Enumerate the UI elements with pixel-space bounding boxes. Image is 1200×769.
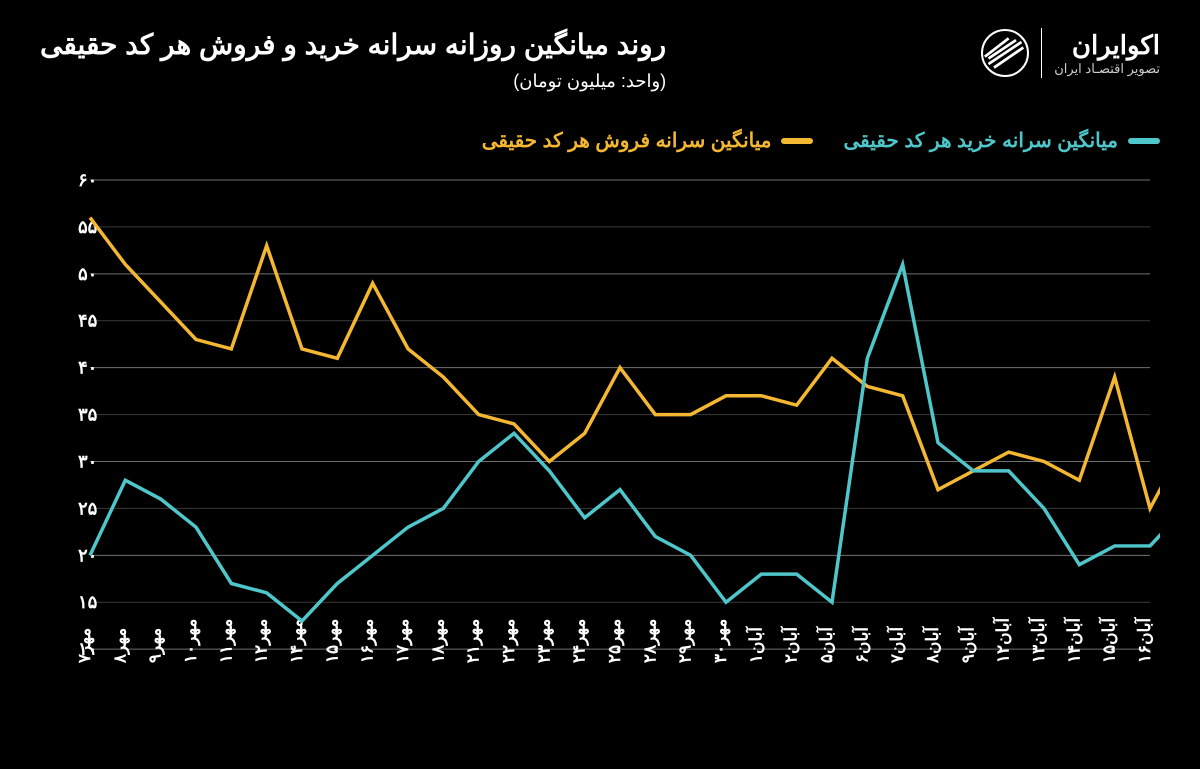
legend-swatch-sell [781, 138, 813, 144]
svg-text:مهر۱۷: مهر۱۷ [393, 619, 413, 663]
svg-text:۶۰: ۶۰ [78, 170, 97, 190]
svg-text:آبان۱۳: آبان۱۳ [1027, 617, 1048, 664]
logo: اکوایران تصویر اقتصـاد ایران [981, 28, 1160, 78]
svg-text:۵۰: ۵۰ [78, 264, 97, 284]
legend-item-sell: میانگین سرانه فروش هر کد حقیقی [482, 128, 814, 153]
svg-text:مهر۷: مهر۷ [75, 628, 95, 664]
legend-item-buy: میانگین سرانه خرید هر کد حقیقی [843, 128, 1160, 153]
chart: ۱۰۱۵۲۰۲۵۳۰۳۵۴۰۴۵۵۰۵۵۶۰مهر۷مهر۸مهر۹مهر۱۰م… [40, 170, 1160, 739]
logo-tagline: تصویر اقتصـاد ایران [1054, 61, 1160, 77]
svg-text:مهر۸: مهر۸ [110, 628, 130, 664]
svg-text:مهر۲۹: مهر۲۹ [676, 619, 696, 663]
logo-mark-icon [981, 29, 1029, 77]
svg-text:۳۵: ۳۵ [78, 405, 98, 425]
svg-text:۲۵: ۲۵ [78, 498, 98, 518]
svg-text:آبان۵: آبان۵ [815, 626, 836, 663]
svg-text:آبان۹: آبان۹ [956, 626, 977, 663]
svg-text:۴۰: ۴۰ [78, 358, 97, 378]
svg-text:مهر۲۵: مهر۲۵ [605, 619, 625, 663]
svg-text:مهر۲۸: مهر۲۸ [640, 619, 660, 663]
logo-divider [1041, 28, 1042, 78]
legend-label-buy: میانگین سرانه خرید هر کد حقیقی [843, 128, 1118, 153]
svg-text:مهر۱۱: مهر۱۱ [216, 619, 236, 663]
svg-text:مهر۱۴: مهر۱۴ [287, 619, 307, 663]
svg-text:آبان۱۴: آبان۱۴ [1062, 617, 1083, 664]
svg-text:مهر۱۶: مهر۱۶ [358, 619, 378, 663]
svg-text:مهر۲۳: مهر۲۳ [534, 619, 554, 663]
svg-text:مهر۱۲: مهر۱۲ [252, 619, 272, 663]
svg-text:مهر۲۲: مهر۲۲ [499, 619, 519, 663]
svg-text:آبان۱۲: آبان۱۲ [992, 617, 1013, 664]
header: اکوایران تصویر اقتصـاد ایران روند میانگی… [40, 28, 1160, 92]
svg-text:آبان۸: آبان۸ [921, 626, 942, 664]
svg-text:آبان۱۶: آبان۱۶ [1133, 617, 1154, 664]
legend: میانگین سرانه خرید هر کد حقیقی میانگین س… [482, 128, 1160, 153]
svg-text:مهر۲۱: مهر۲۱ [464, 619, 484, 663]
svg-text:آبان۷: آبان۷ [886, 626, 907, 664]
svg-text:مهر۳۰: مهر۳۰ [711, 619, 731, 663]
svg-text:مهر۲۴: مهر۲۴ [570, 619, 590, 663]
svg-text:مهر۱۰: مهر۱۰ [181, 619, 201, 663]
svg-text:۱۵: ۱۵ [78, 592, 98, 612]
svg-text:۵۵: ۵۵ [78, 217, 98, 237]
svg-text:آبان۱: آبان۱ [744, 626, 765, 663]
chart-title: روند میانگین روزانه سرانه خرید و فروش هر… [40, 28, 666, 61]
svg-text:۴۵: ۴۵ [78, 311, 98, 331]
svg-text:آبان۱۵: آبان۱۵ [1098, 617, 1119, 664]
svg-text:آبان۲: آبان۲ [780, 626, 801, 663]
svg-text:۳۰: ۳۰ [78, 451, 97, 471]
chart-subtitle: (واحد: میلیون تومان) [40, 71, 666, 92]
legend-swatch-buy [1128, 138, 1160, 144]
svg-text:مهر۱۵: مهر۱۵ [322, 619, 342, 663]
legend-label-sell: میانگین سرانه فروش هر کد حقیقی [482, 128, 772, 153]
svg-text:آبان۶: آبان۶ [850, 626, 871, 663]
logo-name: اکوایران [1054, 30, 1160, 61]
svg-text:مهر۱۸: مهر۱۸ [428, 619, 448, 663]
svg-text:مهر۹: مهر۹ [146, 628, 166, 663]
